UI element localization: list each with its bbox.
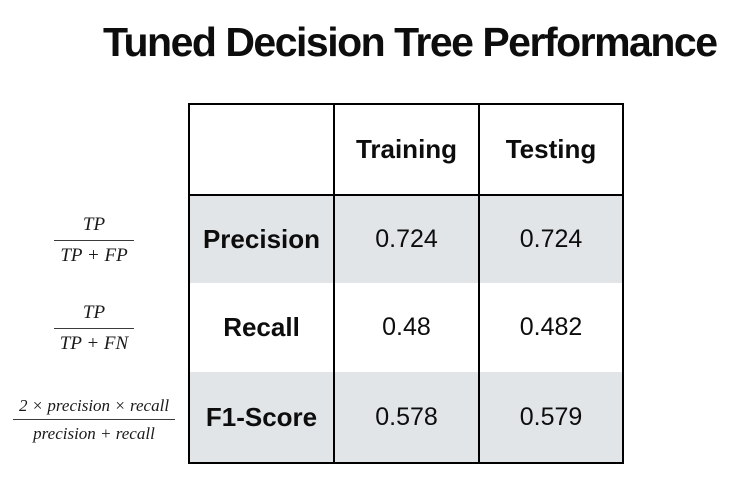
f1-score-fraction: 2 × precision × recall precision + recal… [12,395,176,445]
performance-table: Training Testing Precision 0.724 0.724 R… [188,103,624,464]
table-row-precision: Precision 0.724 0.724 [189,195,623,283]
header-row: Training Testing [189,104,623,196]
table-row-f1-score: F1-Score 0.578 0.579 [189,372,623,463]
value-f1-testing: 0.579 [478,372,623,463]
precision-formula-denominator: TP + FP [60,244,128,266]
f1-formula-numerator: 2 × precision × recall [12,395,176,420]
slide-title: Tuned Decision Tree Performance [103,19,718,65]
corner-cell [189,104,334,196]
f1-score-formula: 2 × precision × recall precision + recal… [0,373,188,466]
recall-formula-denominator: TP + FN [59,333,129,354]
f1-formula-denominator: precision + recall [33,424,155,443]
precision-fraction: TP TP + FP [54,213,134,268]
value-recall-training: 0.48 [333,283,479,372]
row-label-f1-score: F1-Score [189,372,334,463]
value-f1-training: 0.578 [333,372,479,463]
col-header-testing: Testing [478,104,623,196]
col-header-training: Training [333,104,479,196]
value-precision-testing: 0.724 [478,195,623,283]
table-row-recall: Recall 0.48 0.482 [189,283,623,372]
precision-formula: TP TP + FP [0,196,188,284]
row-label-recall: Recall [189,283,334,372]
value-recall-testing: 0.482 [478,283,623,372]
recall-fraction: TP TP + FN [53,301,135,356]
precision-formula-numerator: TP [54,213,134,241]
recall-formula-numerator: TP [53,301,135,329]
row-label-precision: Precision [189,195,334,283]
recall-formula: TP TP + FN [0,284,188,373]
value-precision-training: 0.724 [333,195,479,283]
